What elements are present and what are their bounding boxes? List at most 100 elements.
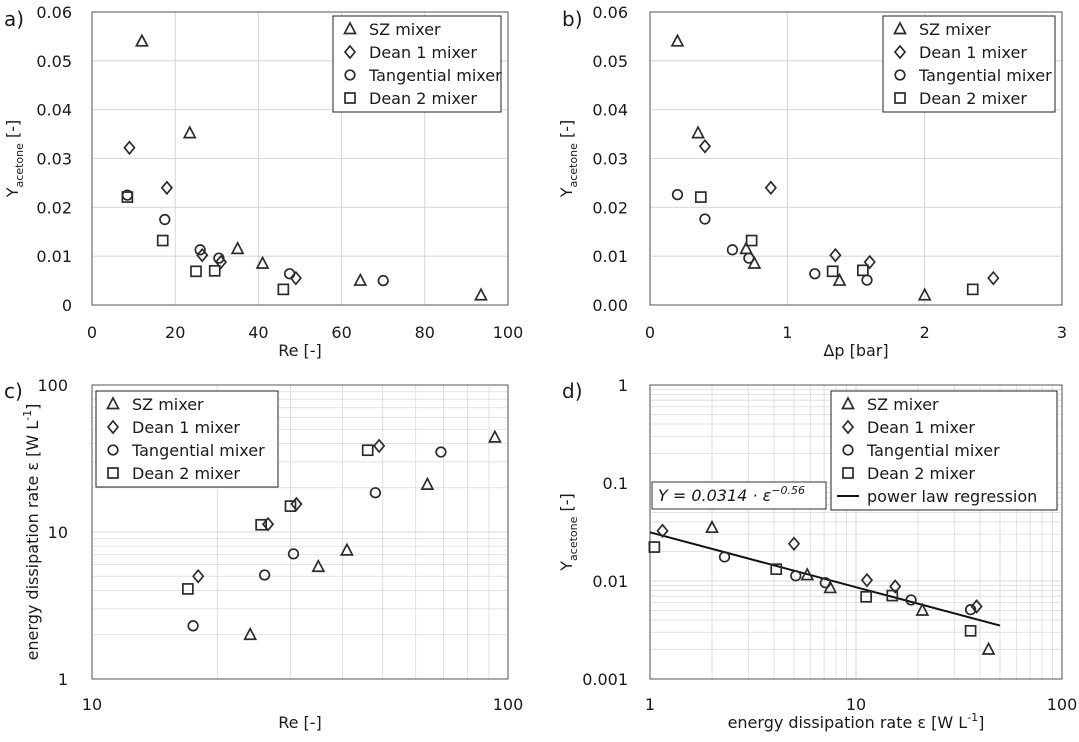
equation-text: Y = 0.0314 · ε−0.56 [658,484,805,505]
y-tick-label: 0 [62,296,72,315]
y-axis-label: energy dissipation rate ε [W L-1] [21,404,42,661]
data-point-square [648,541,661,553]
series-sz-mixer [243,429,502,641]
legend-marker-circle [344,69,356,81]
plot-area-frame [91,384,509,680]
x-tick-label: 100 [1047,695,1078,714]
y-tick-label: 0.01 [592,247,628,266]
y-tick-label: 0.00 [592,296,628,315]
data-point-circle [287,548,300,560]
data-point-diamond [863,254,876,270]
legend-marker-diamond [106,419,120,435]
data-point-circle [726,244,739,256]
data-point-square [826,265,839,278]
data-point-triangle [353,272,368,286]
y-tick-label: 0.04 [36,101,72,120]
data-point-square [886,589,899,602]
data-point-triangle [243,626,258,641]
y-tick-label: 0.1 [603,474,628,493]
data-point-diamond [290,496,303,512]
legend-marker-diamond [841,419,855,435]
legend-item-label: Dean 2 mixer [867,464,975,483]
data-point-diamond [123,140,136,156]
legend-item-label: SZ mixer [919,20,991,39]
data-point-triangle [670,33,685,47]
data-point-circle [435,446,447,458]
data-point-triangle [981,641,996,655]
data-point-diamond [987,270,1000,286]
series-sz-mixer [670,33,932,301]
data-point-triangle [705,519,719,534]
data-point-square [361,444,374,457]
data-point-square [255,518,267,531]
data-point-diamond [860,572,874,588]
legend-marker-diamond [343,44,357,60]
chart-panel-3: c) 10 100 1 10 100 Re [-] energy dissipation ra… [4,376,523,732]
data-point-circle [819,577,832,589]
x-tick-label: 1 [645,695,655,714]
data-point-square [284,500,297,512]
legend-item-label: Tangential mixer [131,441,265,460]
y-tick-label: 0.01 [36,247,72,266]
y-tick-label: 0.02 [592,198,628,217]
data-point-circle [187,620,199,632]
data-point-square [208,264,221,277]
data-point-triangle [691,125,705,139]
data-point-circle [283,268,296,280]
y-tick-label: 0.01 [592,572,628,591]
data-point-diamond [289,270,302,286]
x-axis-label: Re [-] [278,341,322,360]
series-dean-1-mixer [656,523,983,614]
x-axis-label: Re [-] [278,713,322,732]
legend-marker-square [344,92,356,104]
data-point-circle [369,487,382,499]
x-tick-label: 10 [846,695,866,714]
series-tangential-mixer [671,188,873,286]
data-point-diamond [192,568,205,584]
data-point-circle [861,274,873,286]
data-point-square [277,283,290,296]
data-point-diamond [698,138,712,154]
y-tick-label: 0.06 [592,3,628,22]
data-point-diamond [656,523,669,539]
legend-marker-circle [107,444,119,456]
regression-line [649,531,1001,627]
data-point-square [860,590,872,603]
plot-area-frame [91,11,509,306]
data-point-circle [809,268,821,280]
data-point-diamond [261,516,275,532]
x-tick-label: 0 [645,323,655,342]
y-tick-label: 0.05 [36,52,72,71]
data-point-square [964,624,977,637]
series-dean-2-mixer [648,541,977,637]
legend-item-label: Dean 2 mixer [132,464,240,483]
data-point-square [182,583,194,595]
x-tick-label: 100 [493,695,524,714]
legend-item-label: SZ mixer [132,395,204,414]
data-point-triangle [917,287,932,301]
x-tick-label: 3 [1057,323,1067,342]
legend: SZ mixer Dean 1 mixer Tangential mixer Dean… [95,390,279,488]
y-tick-label: 0.04 [592,101,628,120]
data-point-circle [718,551,731,563]
legend-marker-triangle [893,21,907,35]
y-tick-label: 1 [618,376,628,395]
legend-marker-circle [894,69,906,81]
data-point-square [156,234,169,247]
data-point-triangle [311,558,326,573]
legend-marker-circle [842,444,854,456]
series-dean-1-mixer [192,438,386,584]
legend-item-label: Dean 1 mixer [132,418,240,437]
x-tick-label: 1 [782,323,792,342]
legend-item-label: Dean 2 mixer [919,89,1027,108]
data-point-triangle [255,255,270,269]
legend-item-label: SZ mixer [867,395,939,414]
data-point-square [121,191,134,203]
data-point-circle [743,252,755,264]
series-dean-2-mixer [694,191,979,296]
legend-marker-square [842,467,854,479]
legend-item-label: SZ mixer [369,20,441,39]
data-point-circle [159,213,171,226]
x-tick-label: 0 [87,323,97,342]
